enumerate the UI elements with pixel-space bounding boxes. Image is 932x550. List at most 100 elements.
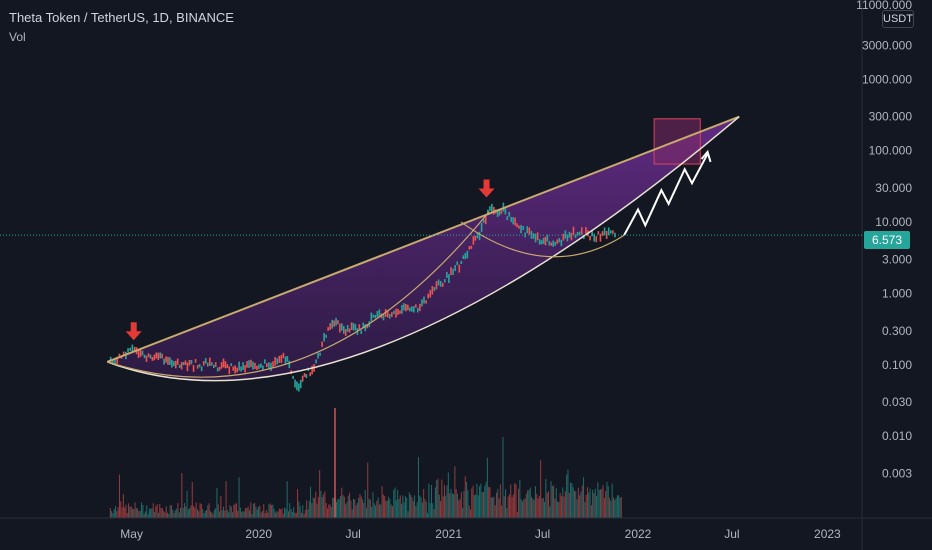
volume-bar	[194, 507, 196, 518]
volume-bar	[609, 497, 611, 518]
price-tick-label: 3.000	[882, 252, 912, 266]
volume-bar	[534, 486, 536, 518]
chart-title: Theta Token / TetherUS, 1D, BINANCE	[9, 10, 234, 25]
volume-bar	[575, 491, 577, 518]
volume-bar	[278, 508, 280, 518]
volume-bar	[125, 504, 127, 518]
price-tick-label: 11000.000	[856, 0, 912, 12]
price-candle	[342, 326, 345, 334]
volume-bar	[112, 513, 114, 518]
price-candle	[163, 358, 165, 365]
price-candle	[466, 250, 469, 259]
price-candle	[147, 353, 150, 358]
volume-bar	[209, 511, 211, 518]
volume-bar	[579, 495, 581, 518]
price-candle	[558, 238, 561, 243]
price-candle	[448, 274, 450, 284]
price-candle	[482, 219, 485, 224]
time-tick-label: Jul	[346, 527, 361, 541]
volume-bar	[146, 505, 148, 518]
price-candle	[506, 216, 509, 221]
volume-bar	[451, 493, 453, 518]
volume-bar	[598, 489, 600, 518]
volume-bar	[528, 490, 530, 518]
volume-bar	[384, 496, 386, 518]
price-candle	[188, 359, 191, 366]
volume-bar	[494, 505, 496, 518]
currency-badge[interactable]: USDT	[882, 10, 914, 28]
price-candle	[232, 366, 235, 371]
volume-bar	[464, 476, 466, 518]
volume-bar	[425, 501, 427, 518]
volume-bar	[576, 499, 578, 518]
volume-bar	[549, 506, 551, 518]
price-candle	[458, 264, 461, 273]
volume-bar	[620, 496, 622, 518]
volume-bar	[222, 506, 224, 518]
volume-bar	[303, 513, 305, 518]
volume-bar	[204, 510, 206, 518]
volume-bar	[611, 483, 613, 518]
volume-bar	[436, 480, 438, 518]
price-candle	[256, 365, 258, 370]
volume-bar	[486, 457, 488, 518]
volume-bar	[430, 484, 432, 518]
volume-bar	[501, 505, 503, 518]
volume-bar	[367, 462, 369, 518]
volume-bar	[480, 483, 482, 518]
price-candle	[234, 365, 236, 374]
price-candle	[218, 366, 221, 371]
price-candle	[417, 307, 419, 313]
price-candle	[268, 362, 270, 369]
volume-bar	[373, 503, 375, 518]
price-candle	[542, 237, 545, 244]
price-candle	[439, 280, 442, 287]
volume-bar	[271, 505, 273, 518]
volume-bar	[375, 505, 377, 518]
volume-bar	[144, 511, 146, 518]
volume-bar	[347, 495, 349, 518]
volume-bar	[592, 490, 594, 518]
volume-bar	[508, 494, 510, 518]
volume-bar	[460, 492, 462, 518]
price-candle	[614, 232, 616, 238]
volume-bar	[243, 511, 245, 518]
volume-bar	[390, 504, 392, 518]
price-candle	[272, 361, 274, 368]
price-candle	[264, 359, 266, 364]
price-candle	[546, 234, 549, 242]
volume-bar	[580, 491, 582, 518]
volume-bar	[518, 488, 520, 518]
volume-bar	[269, 503, 271, 518]
price-candle	[344, 329, 347, 336]
price-candle	[145, 355, 148, 362]
volume-bar	[217, 504, 219, 518]
volume-bar	[319, 469, 321, 518]
time-tick-label: 2022	[625, 527, 652, 541]
volume-bar	[416, 502, 418, 518]
volume-bar	[445, 495, 447, 518]
price-candle	[518, 225, 520, 229]
volume-bar	[499, 484, 501, 518]
volume-bar	[276, 511, 278, 518]
price-candle	[393, 310, 395, 315]
volume-bar	[610, 500, 612, 518]
price-candle	[129, 347, 131, 351]
price-candle	[184, 360, 187, 366]
price-candle	[591, 230, 593, 237]
volume-bar	[525, 493, 527, 518]
price-candle	[597, 231, 600, 235]
volume-bar	[615, 498, 617, 518]
price-candle	[196, 364, 199, 369]
price-tick-label: 100.000	[869, 144, 913, 158]
price-candle	[339, 323, 341, 333]
volume-bar	[203, 512, 205, 518]
price-candle	[274, 357, 276, 366]
volume-bar	[346, 502, 348, 518]
price-candle	[335, 317, 337, 326]
volume-bar	[386, 500, 388, 518]
volume-bar	[189, 507, 191, 518]
price-candle	[376, 311, 379, 318]
price-candle	[431, 286, 434, 295]
